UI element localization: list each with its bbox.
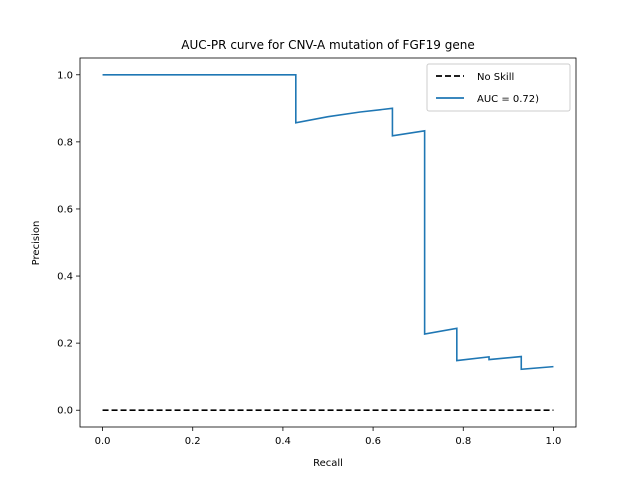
x-axis-label: Recall bbox=[313, 458, 343, 469]
chart-title: AUC-PR curve for CNV-A mutation of FGF19… bbox=[181, 38, 475, 52]
y-tick-label: 1.0 bbox=[57, 70, 73, 81]
y-axis-label: Precision bbox=[31, 221, 42, 266]
x-tick-label: 0.8 bbox=[455, 436, 471, 447]
x-tick-label: 0.2 bbox=[185, 436, 201, 447]
x-axis: 0.0 0.2 0.4 0.6 0.8 1.0 bbox=[95, 427, 562, 447]
legend-label-auc: AUC = 0.72) bbox=[477, 94, 539, 105]
y-axis: 0.0 0.2 0.4 0.6 0.8 1.0 bbox=[57, 70, 80, 417]
x-tick-label: 0.0 bbox=[95, 436, 111, 447]
x-tick-label: 0.4 bbox=[275, 436, 291, 447]
y-tick-label: 0.6 bbox=[57, 204, 73, 215]
plot-frame bbox=[79, 57, 577, 428]
legend: No Skill AUC = 0.72) bbox=[426, 63, 571, 112]
x-tick-label: 0.6 bbox=[365, 436, 381, 447]
series-layer bbox=[102, 73, 554, 412]
y-tick-label: 0.0 bbox=[57, 406, 73, 417]
y-tick-label: 0.4 bbox=[57, 272, 73, 283]
series-line-auc bbox=[102, 73, 554, 371]
y-tick-label: 0.2 bbox=[57, 339, 73, 350]
legend-box bbox=[426, 63, 571, 112]
legend-label-no-skill: No Skill bbox=[477, 72, 514, 83]
x-tick-label: 1.0 bbox=[546, 436, 562, 447]
y-tick-label: 0.8 bbox=[57, 137, 73, 148]
